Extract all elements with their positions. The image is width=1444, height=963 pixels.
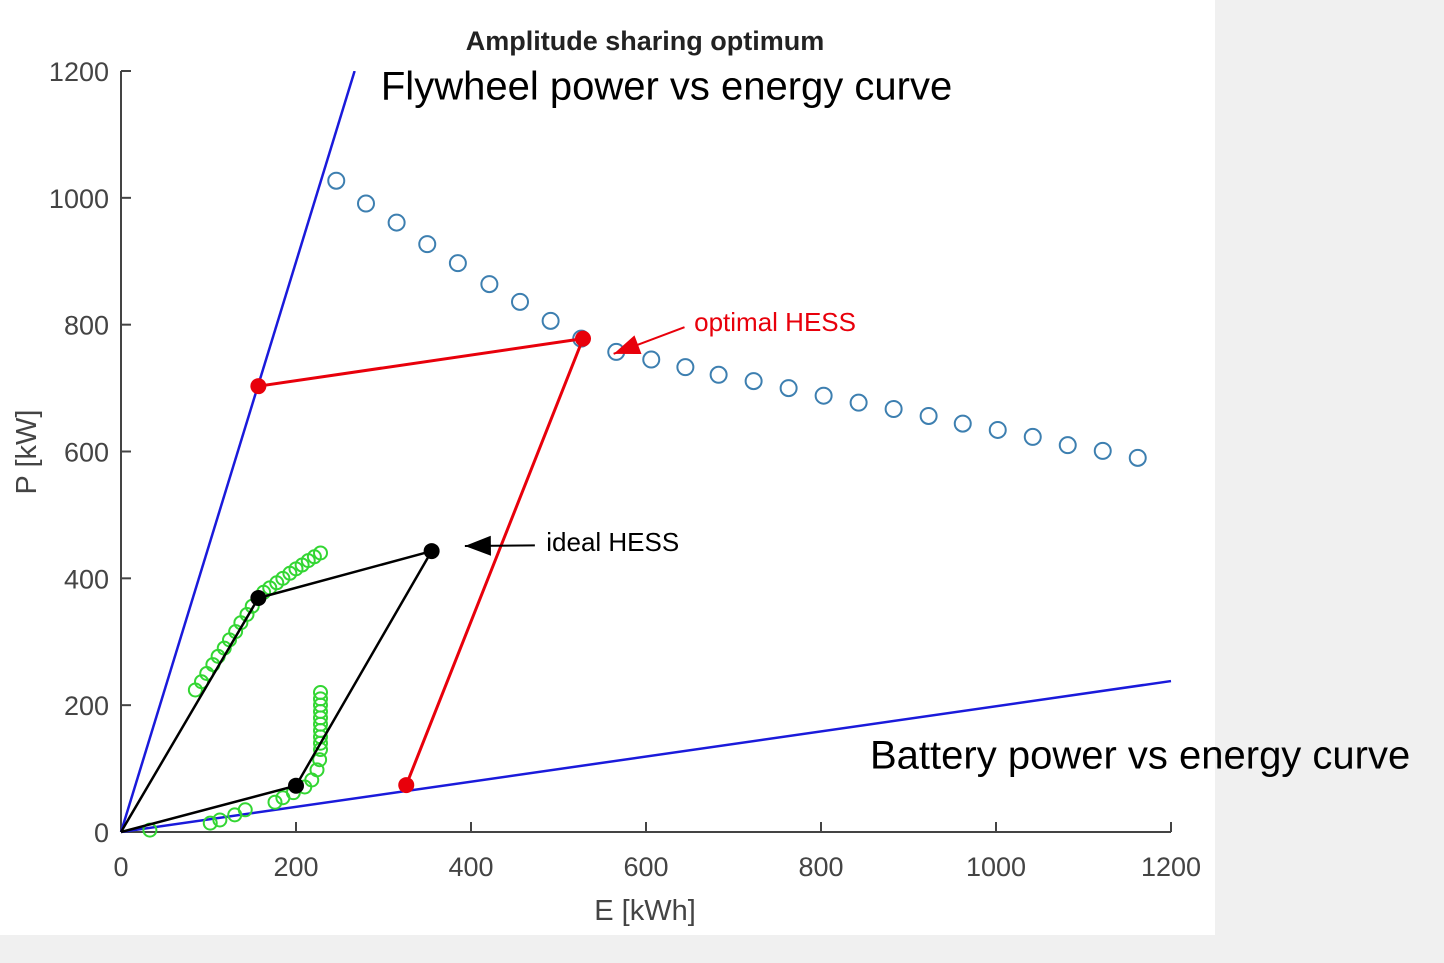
blue-data-point	[327, 171, 346, 190]
y-tick-label: 400	[64, 564, 109, 594]
annotation-label: ideal HESS	[546, 527, 679, 557]
green-data-point	[267, 794, 283, 810]
blue-data-point	[511, 292, 529, 311]
green-data-point	[312, 752, 328, 768]
blue-data-point	[953, 414, 972, 433]
x-axis-label: E [kWh]	[594, 895, 696, 927]
blue-data-point	[357, 194, 375, 213]
blue-data-point	[480, 275, 499, 294]
green-data-point	[313, 684, 328, 700]
y-tick-label: 1200	[49, 57, 109, 87]
blue-data-point	[676, 358, 695, 377]
blue-data-point	[884, 400, 903, 419]
arrowhead-icon	[613, 335, 642, 355]
blue-data-point	[418, 235, 437, 254]
blue-data-point	[919, 406, 938, 425]
x-tick-label: 200	[273, 852, 318, 882]
green-data-point	[313, 691, 328, 707]
ideal-hess-point	[423, 543, 440, 560]
blue-data-point	[1093, 441, 1112, 460]
blue-data-point	[387, 213, 406, 232]
y-tick-label: 600	[64, 438, 109, 468]
ideal-hess-path	[119, 549, 435, 834]
axes: 0 200 400 600 800 1000 1200 0 200 400 600 800 1000 12…	[49, 57, 1201, 882]
x-tick-label: 0	[113, 852, 128, 882]
green-data-point	[313, 545, 328, 561]
y-tick-label: 0	[94, 818, 109, 848]
green-data-point	[202, 815, 218, 831]
x-tick-label: 1000	[966, 852, 1026, 882]
line-battery	[120, 679, 1172, 834]
line-flywheel	[119, 71, 356, 833]
y-tick-label: 800	[64, 311, 109, 341]
figure-canvas: Amplitude sharing optimum E [kWh] P [kW]…	[0, 0, 1410, 935]
green-data-point	[309, 762, 325, 778]
blue-data-point	[642, 350, 661, 369]
blue-data-point	[779, 379, 798, 398]
blue-data-point	[448, 254, 467, 273]
y-tick-label: 200	[64, 691, 109, 721]
y-axis-label: P [kW]	[11, 410, 43, 495]
blue-data-point	[1128, 448, 1147, 467]
blue-data-point	[1023, 427, 1042, 446]
optimal-hess-point	[575, 330, 591, 347]
blue-data-point	[709, 365, 728, 384]
annotation-label: Battery power vs energy curve	[870, 734, 1410, 778]
green-data-point	[212, 812, 228, 828]
x-tick-label: 600	[623, 852, 668, 882]
x-tick-label: 800	[798, 852, 843, 882]
annotation-label: optimal HESS	[694, 307, 856, 337]
optimal-hess-point	[398, 777, 415, 794]
blue-data-point	[988, 420, 1007, 439]
y-tick-label: 1000	[49, 184, 109, 214]
blue-data-point	[1058, 436, 1077, 455]
x-tick-label: 1200	[1141, 852, 1201, 882]
optimal-hess-point	[250, 378, 267, 395]
annotation-label: Flywheel power vs energy curve	[381, 65, 952, 109]
blue-data-point	[744, 372, 763, 391]
blue-data-point	[849, 393, 868, 412]
chart-title: Amplitude sharing optimum	[466, 26, 825, 56]
blue-data-point	[814, 386, 833, 405]
ideal-hess-point	[250, 589, 267, 606]
green-data-point	[237, 802, 253, 818]
plot-marks: optimal HESS ideal HESS Flywheel power vs …	[119, 65, 1410, 838]
x-tick-label: 400	[448, 852, 493, 882]
arrowhead-icon	[464, 535, 491, 556]
ideal-hess-point	[288, 777, 304, 794]
blue-data-point	[541, 311, 560, 330]
